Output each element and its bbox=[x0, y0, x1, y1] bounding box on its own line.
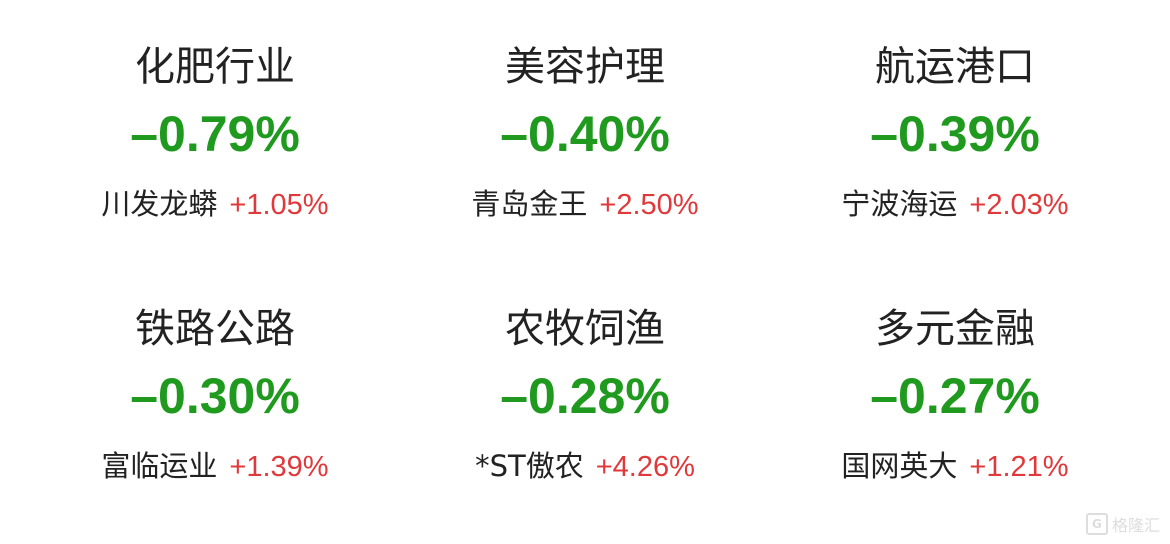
watermark: G 格隆汇 bbox=[1085, 512, 1160, 536]
sector-change: –0.39% bbox=[870, 106, 1040, 162]
watermark-text: 格隆汇 bbox=[1111, 516, 1160, 535]
top-stock-change: +1.21% bbox=[969, 451, 1069, 483]
gelonghui-logo-icon: G bbox=[1085, 513, 1108, 535]
top-stock: 宁波海运 +2.03% bbox=[770, 184, 1140, 225]
sector-name: 多元金融 bbox=[875, 306, 1035, 352]
top-stock: 国网英大 +1.21% bbox=[770, 446, 1140, 487]
top-stock-change: +2.50% bbox=[599, 189, 699, 221]
top-stock: 富临运业 +1.39% bbox=[30, 446, 400, 487]
sector-name: 农牧饲渔 bbox=[505, 306, 665, 352]
top-stock-name: 青岛金王 bbox=[471, 187, 588, 221]
top-stock-change: +1.39% bbox=[229, 451, 329, 483]
sector-change: –0.30% bbox=[130, 368, 300, 424]
sector-name: 美容护理 bbox=[505, 44, 665, 90]
top-stock-name: 富临运业 bbox=[101, 449, 218, 483]
top-stock-change: +4.26% bbox=[595, 451, 695, 483]
sector-name: 化肥行业 bbox=[135, 44, 295, 90]
sector-name: 铁路公路 bbox=[135, 306, 295, 352]
top-stock-name: 川发龙蟒 bbox=[101, 187, 218, 221]
sector-change: –0.27% bbox=[870, 368, 1040, 424]
top-stock: 川发龙蟒 +1.05% bbox=[30, 184, 400, 225]
top-stock-name: 宁波海运 bbox=[841, 187, 958, 221]
sector-change: –0.79% bbox=[130, 106, 300, 162]
top-stock-change: +2.03% bbox=[969, 189, 1069, 221]
sector-change: –0.28% bbox=[500, 368, 670, 424]
top-stock-name: *ST傲农 bbox=[475, 449, 584, 483]
sector-name: 航运港口 bbox=[875, 44, 1035, 90]
top-stock-name: 国网英大 bbox=[841, 449, 958, 483]
top-stock: 青岛金王 +2.50% bbox=[400, 184, 770, 225]
top-stock: *ST傲农 +4.26% bbox=[400, 446, 770, 487]
top-stock-change: +1.05% bbox=[229, 189, 329, 221]
sector-change: –0.40% bbox=[500, 106, 670, 162]
